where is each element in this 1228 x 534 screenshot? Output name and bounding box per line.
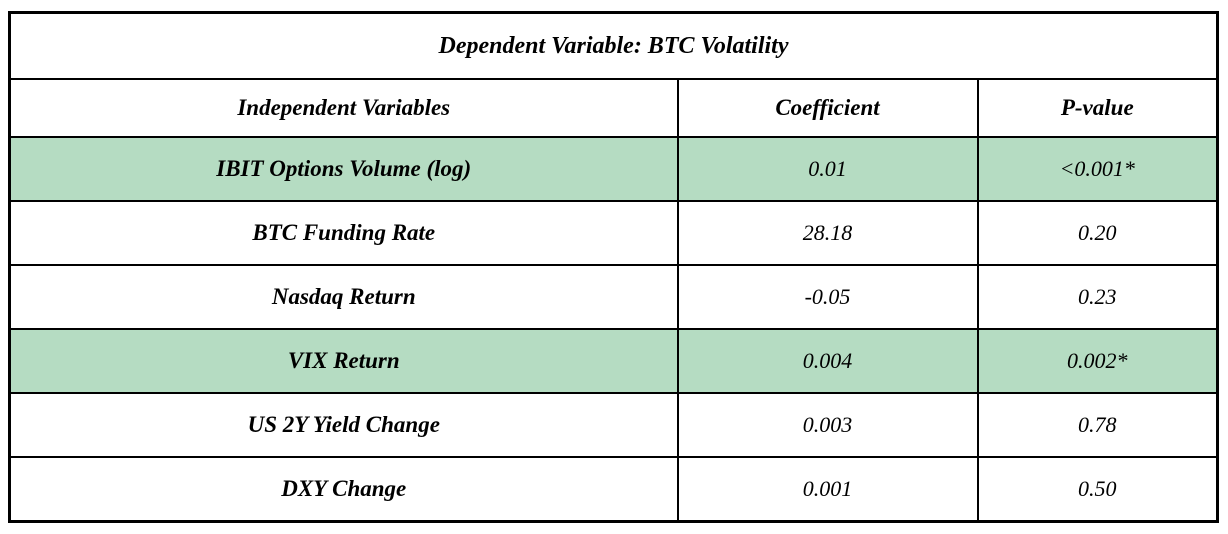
regression-results-table-container: Dependent Variable: BTC Volatility Indep… [8,11,1219,523]
coefficient-value: 0.001 [676,456,979,523]
table-row-vix-return: VIX Return 0.004 0.002* [8,328,1219,394]
p-value: 0.78 [976,392,1219,458]
table-row-us-2y-yield-change: US 2Y Yield Change 0.003 0.78 [8,392,1219,458]
variable-label: DXY Change [8,456,679,523]
coefficient-value: 0.004 [676,328,979,394]
p-value: <0.001* [976,136,1219,202]
variable-label: IBIT Options Volume (log) [8,136,679,202]
variable-label: US 2Y Yield Change [8,392,679,458]
column-header-coefficient: Coefficient [676,78,979,138]
table-row-btc-funding-rate: BTC Funding Rate 28.18 0.20 [8,200,1219,266]
variable-label: VIX Return [8,328,679,394]
table-row-ibit-options-volume: IBIT Options Volume (log) 0.01 <0.001* [8,136,1219,202]
regression-results-table: Dependent Variable: BTC Volatility Indep… [8,11,1219,523]
p-value: 0.002* [976,328,1219,394]
table-title: Dependent Variable: BTC Volatility [8,11,1219,80]
coefficient-value: -0.05 [676,264,979,330]
p-value: 0.23 [976,264,1219,330]
variable-label: Nasdaq Return [8,264,679,330]
coefficient-value: 28.18 [676,200,979,266]
coefficient-value: 0.003 [676,392,979,458]
table-header-row: Independent Variables Coefficient P-valu… [8,78,1219,138]
p-value: 0.50 [976,456,1219,523]
column-header-independent-variables: Independent Variables [8,78,679,138]
column-header-p-value: P-value [976,78,1219,138]
coefficient-value: 0.01 [676,136,979,202]
p-value: 0.20 [976,200,1219,266]
table-title-row: Dependent Variable: BTC Volatility [8,11,1219,80]
table-row-dxy-change: DXY Change 0.001 0.50 [8,456,1219,523]
variable-label: BTC Funding Rate [8,200,679,266]
table-row-nasdaq-return: Nasdaq Return -0.05 0.23 [8,264,1219,330]
